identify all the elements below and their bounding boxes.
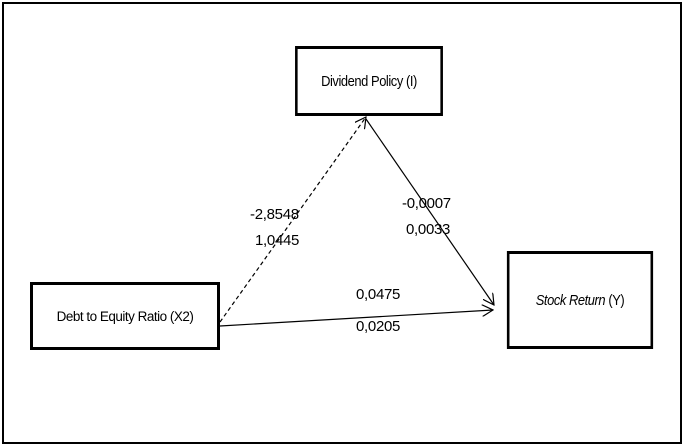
coef-x2-i-line2: 1,0445 bbox=[255, 232, 300, 249]
debt-to-equity-label: Debt to Equity Ratio (X2) bbox=[56, 308, 194, 324]
coef-x2-y-line1: 0,0475 bbox=[356, 286, 401, 303]
stock-return-name: Stock Return bbox=[535, 291, 606, 309]
dividend-policy-node: Dividend Policy (I) bbox=[295, 46, 443, 116]
stock-return-code: (Y) bbox=[605, 291, 625, 309]
diagram-frame bbox=[2, 2, 682, 444]
coef-i-y-line2: 0,0033 bbox=[406, 221, 451, 238]
arrow-dividend-to-return bbox=[365, 118, 494, 305]
dividend-policy-label: Dividend Policy (I) bbox=[321, 72, 417, 90]
coef-x2-i-line1: -2,8548 bbox=[250, 206, 299, 223]
arrow-x2-to-return bbox=[219, 310, 493, 327]
debt-to-equity-node: Debt to Equity Ratio (X2) bbox=[30, 282, 220, 350]
coef-x2-y-line2: 0,0205 bbox=[356, 318, 401, 335]
stock-return-node: Stock Return (Y) bbox=[506, 251, 654, 349]
coef-i-y-line1: -0,0007 bbox=[402, 195, 451, 212]
stock-return-label: Stock Return (Y) bbox=[535, 291, 625, 309]
